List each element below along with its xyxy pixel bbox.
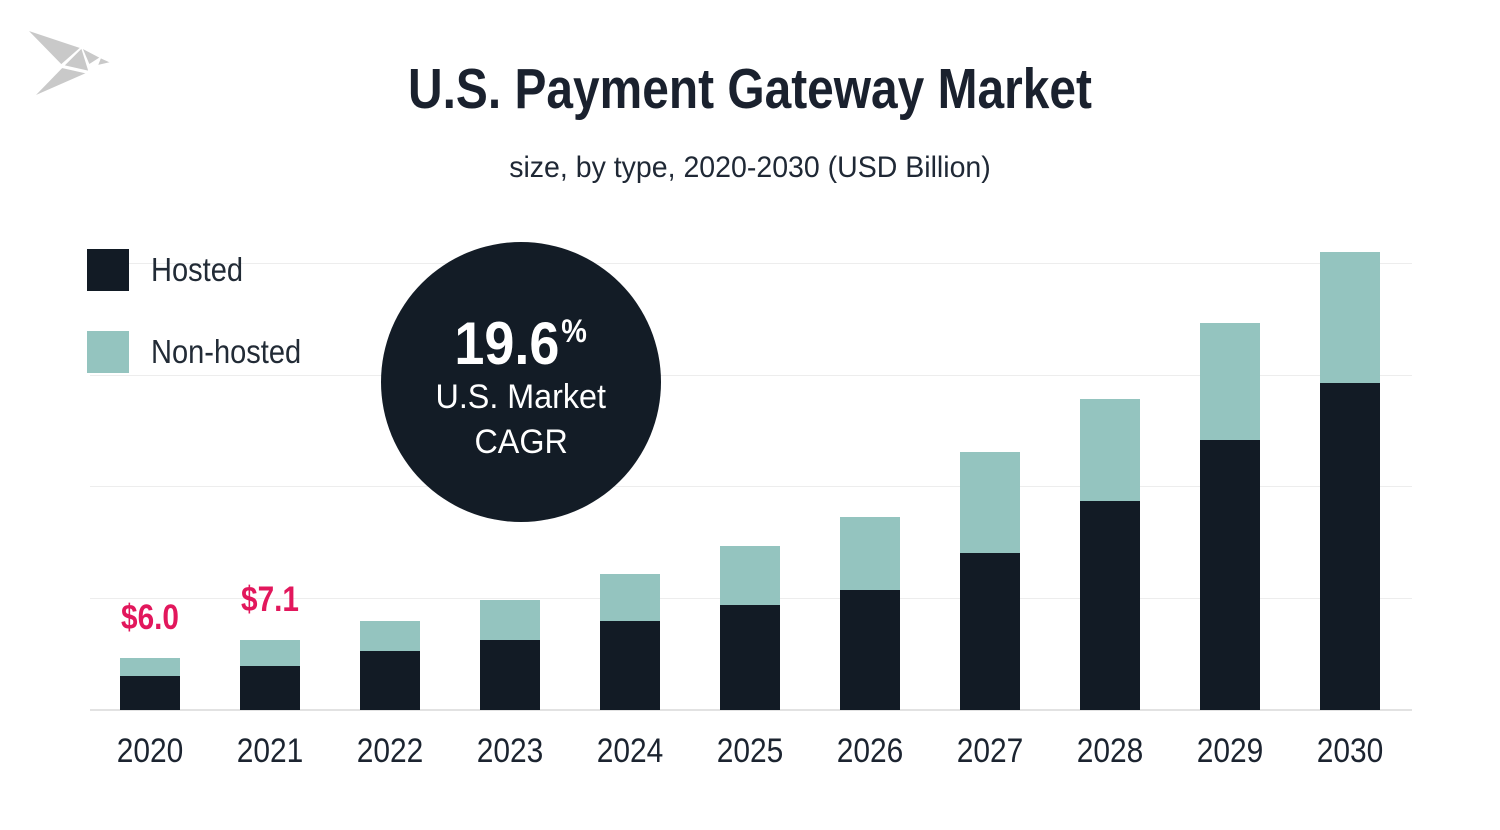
bird-tail xyxy=(32,66,89,98)
cagr-number: 19.6 xyxy=(454,309,560,377)
bar-segment-nonhosted-2028 xyxy=(1080,399,1140,501)
bar-segment-hosted-2027 xyxy=(960,553,1020,710)
bird-beak xyxy=(96,56,112,67)
x-axis-label-2026: 2026 xyxy=(836,732,904,770)
legend-label-non-hosted: Non-hosted xyxy=(151,333,302,370)
bar-segment-nonhosted-2024 xyxy=(600,574,660,621)
x-axis-label-2030: 2030 xyxy=(1316,732,1384,770)
x-axis-label-2022: 2022 xyxy=(356,732,424,770)
cagr-caption-line2: CAGR xyxy=(474,422,568,461)
bar-segment-nonhosted-2022 xyxy=(360,621,420,651)
bar-segment-hosted-2020 xyxy=(120,676,180,710)
gridline-1 xyxy=(90,375,1412,376)
legend-item-non-hosted: Non-hosted xyxy=(87,331,322,373)
cagr-badge: 19.6% U.S. Market CAGR xyxy=(381,242,661,522)
x-axis-label-2024: 2024 xyxy=(596,732,664,770)
legend-swatch-hosted xyxy=(87,249,129,291)
x-axis-label-2023: 2023 xyxy=(476,732,544,770)
page-title: U.S. Payment Gateway Market xyxy=(408,57,1092,121)
bird-wing xyxy=(26,29,82,66)
bar-segment-nonhosted-2020 xyxy=(120,658,180,676)
legend-swatch-non-hosted xyxy=(87,331,129,373)
bar-segment-hosted-2028 xyxy=(1080,501,1140,710)
bar-segment-nonhosted-2025 xyxy=(720,546,780,605)
origami-bird-logo xyxy=(26,29,112,98)
value-label-2021: $7.1 xyxy=(241,580,299,619)
bar-segment-nonhosted-2021 xyxy=(240,640,300,666)
percent-sign: % xyxy=(561,312,588,349)
bar-segment-nonhosted-2027 xyxy=(960,452,1020,553)
bar-segment-hosted-2024 xyxy=(600,621,660,710)
x-axis-label-2028: 2028 xyxy=(1076,732,1144,770)
bar-segment-nonhosted-2029 xyxy=(1200,323,1260,440)
bar-segment-hosted-2029 xyxy=(1200,440,1260,710)
cagr-caption-line1: U.S. Market xyxy=(435,377,607,416)
x-axis-label-2027: 2027 xyxy=(956,732,1024,770)
x-axis-label-2020: 2020 xyxy=(116,732,184,770)
legend-item-hosted: Hosted xyxy=(87,249,256,291)
page-subtitle: size, by type, 2020-2030 (USD Billion) xyxy=(509,151,991,184)
bar-segment-nonhosted-2026 xyxy=(840,517,900,590)
axis-baseline xyxy=(90,709,1412,711)
bar-segment-hosted-2023 xyxy=(480,640,540,710)
bird-body xyxy=(63,47,90,73)
cagr-value: 19.6% xyxy=(455,300,588,375)
legend-label-hosted: Hosted xyxy=(151,251,244,288)
gridline-0 xyxy=(90,263,1412,264)
bar-segment-hosted-2026 xyxy=(840,590,900,710)
value-label-2020: $6.0 xyxy=(121,598,179,637)
x-axis-label-2021: 2021 xyxy=(236,732,304,770)
bar-segment-hosted-2025 xyxy=(720,605,780,710)
gridline-2 xyxy=(90,486,1412,487)
bar-segment-hosted-2030 xyxy=(1320,383,1380,710)
bar-segment-hosted-2021 xyxy=(240,666,300,710)
x-axis-label-2025: 2025 xyxy=(716,732,784,770)
bar-segment-nonhosted-2030 xyxy=(1320,252,1380,383)
bar-segment-nonhosted-2023 xyxy=(480,600,540,640)
bar-segment-hosted-2022 xyxy=(360,651,420,710)
bird-head xyxy=(81,47,102,66)
x-axis-label-2029: 2029 xyxy=(1196,732,1264,770)
